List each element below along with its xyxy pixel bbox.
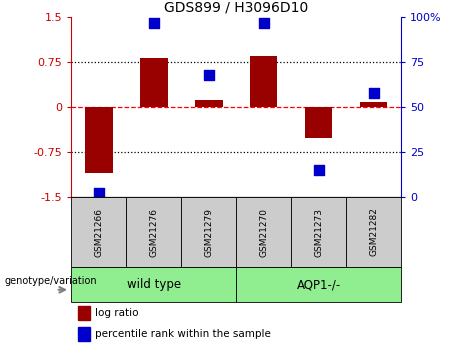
Text: GSM21276: GSM21276 xyxy=(149,207,159,257)
Text: GSM21266: GSM21266 xyxy=(95,207,103,257)
Bar xyxy=(346,197,401,267)
Bar xyxy=(78,327,89,341)
Bar xyxy=(126,197,181,267)
Text: GSM21279: GSM21279 xyxy=(204,207,213,257)
Bar xyxy=(78,306,89,320)
Text: wild type: wild type xyxy=(127,278,181,291)
Bar xyxy=(291,197,346,267)
Text: log ratio: log ratio xyxy=(95,308,138,318)
Bar xyxy=(236,267,401,302)
Bar xyxy=(236,197,291,267)
Point xyxy=(205,72,213,77)
Text: GSM21273: GSM21273 xyxy=(314,207,323,257)
Bar xyxy=(140,58,168,107)
Point xyxy=(315,167,322,172)
Text: GSM21270: GSM21270 xyxy=(259,207,268,257)
Bar xyxy=(250,56,278,107)
Point xyxy=(260,20,267,26)
Point xyxy=(95,190,103,196)
Point xyxy=(370,90,377,95)
Point xyxy=(150,20,158,26)
Bar xyxy=(305,107,332,138)
Text: genotype/variation: genotype/variation xyxy=(5,276,97,286)
Bar xyxy=(71,267,236,302)
Bar xyxy=(71,197,126,267)
Text: percentile rank within the sample: percentile rank within the sample xyxy=(95,329,271,339)
Text: AQP1-/-: AQP1-/- xyxy=(296,278,341,291)
Bar xyxy=(181,197,236,267)
Bar xyxy=(85,107,112,173)
Title: GDS899 / H3096D10: GDS899 / H3096D10 xyxy=(164,1,308,15)
Bar xyxy=(360,102,387,107)
Bar xyxy=(195,100,223,107)
Text: GSM21282: GSM21282 xyxy=(369,208,378,256)
